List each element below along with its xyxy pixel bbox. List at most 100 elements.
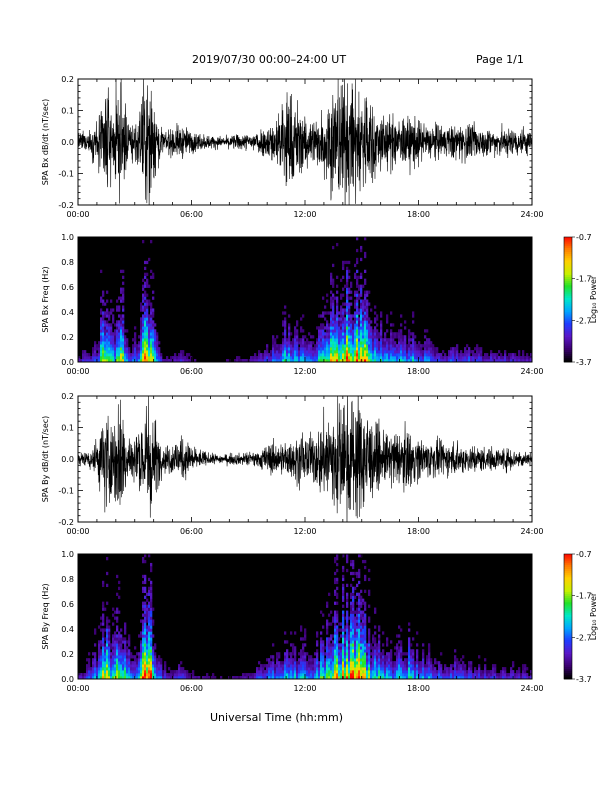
spectrogram-cell (144, 299, 147, 303)
spectrogram-cell (294, 335, 297, 339)
spectrogram-cell (354, 646, 357, 650)
spectrogram-cell (412, 673, 415, 677)
spectrogram-cell (104, 320, 107, 324)
spectrogram-cell (276, 359, 279, 363)
spectrogram-cell (350, 655, 353, 659)
spectrogram-cell (346, 359, 349, 363)
spectrogram-cell (156, 347, 159, 351)
spectrogram-cell (136, 658, 139, 662)
spectrogram-cell (424, 344, 427, 348)
spectrogram-cell (158, 655, 161, 659)
spectrogram-cell (320, 655, 323, 659)
spectrogram-cell (466, 353, 469, 357)
spectrogram-cell (322, 664, 325, 668)
spectrogram-cell (104, 338, 107, 342)
spectrogram-cell (146, 613, 149, 617)
spectrogram-cell (396, 335, 399, 339)
spectrogram-cell (148, 353, 151, 357)
spectrogram-cell (122, 353, 125, 357)
spectrogram-cell (128, 359, 131, 363)
spectrogram-cell (136, 661, 139, 665)
spectrogram-cell (462, 670, 465, 674)
spectrogram-cell (122, 649, 125, 653)
spectrogram-cell (126, 353, 129, 357)
spectrogram-cell (114, 344, 117, 348)
spectrogram-cell (136, 673, 139, 677)
spectrogram-cell (524, 356, 527, 360)
spectrogram-cell (352, 619, 355, 623)
spectrogram-cell (396, 652, 399, 656)
spectrogram-cell (462, 676, 465, 680)
spectrogram-cell (300, 658, 303, 662)
spectrogram-cell (468, 359, 471, 363)
spectrogram-cell (436, 670, 439, 674)
spectrogram-cell (108, 314, 111, 318)
spectrogram-cell (332, 350, 335, 354)
spectrogram-cell (352, 323, 355, 327)
spectrogram-cell (302, 658, 305, 662)
spectrogram-cell (100, 359, 103, 363)
colorbar-segment (564, 270, 572, 273)
spectrogram-cell (142, 317, 145, 321)
spectrogram-cell (390, 350, 393, 354)
spectrogram-cell (352, 589, 355, 593)
spectrogram-cell (342, 320, 345, 324)
spectrogram-cell (270, 661, 273, 665)
spectrogram-cell (346, 302, 349, 306)
spectrogram-cell (472, 356, 475, 360)
spectrogram-cell (360, 625, 363, 629)
spectrogram-cell (332, 658, 335, 662)
spectrogram-cell (414, 350, 417, 354)
spectrogram-cell (92, 350, 95, 354)
spectrogram-cell (338, 359, 341, 363)
spectrogram-cell (302, 646, 305, 650)
spectrogram-cell (142, 347, 145, 351)
spectrogram-cell (144, 601, 147, 605)
spectrogram-cell (104, 347, 107, 351)
spectrogram-cell (110, 664, 113, 668)
spectrogram-cell (320, 658, 323, 662)
spectrogram-cell (414, 667, 417, 671)
spectrogram-cell (306, 676, 309, 680)
spectrogram-cell (358, 637, 361, 641)
spectrogram-cell (328, 646, 331, 650)
spectrogram-cell (346, 341, 349, 345)
spectrogram-cell (102, 667, 105, 671)
spectrogram-cell (322, 347, 325, 351)
spectrogram-cell (178, 667, 181, 671)
spectrogram-cell (142, 574, 145, 579)
spectrogram-cell (358, 658, 361, 662)
spectrogram-cell (156, 670, 159, 674)
spectrogram-cell (346, 583, 349, 588)
spectrogram-cell (284, 670, 287, 674)
spectrogram-cell (374, 670, 377, 674)
spectrogram-cell (380, 323, 383, 327)
spectrogram-cell (416, 649, 419, 653)
spectrogram-cell (284, 344, 287, 348)
spectrogram-cell (368, 592, 371, 596)
spectrogram-cell (136, 652, 139, 656)
spectrogram-cell (120, 323, 123, 327)
spectrogram-cell (106, 329, 109, 333)
spectrogram-cell (428, 673, 431, 677)
spectrogram-cell (360, 640, 363, 644)
spectrogram-cell (120, 634, 123, 638)
spectrogram-cell (142, 353, 145, 357)
spectrogram-cell (478, 670, 481, 674)
spectrogram-cell (366, 646, 369, 650)
x-tick-label: 00:00 (66, 210, 89, 219)
spectrogram-cell (290, 673, 293, 677)
spectrogram-cell (346, 320, 349, 324)
spectrogram-cell (460, 658, 463, 662)
spectrogram-cell (360, 356, 363, 360)
spectrogram-cell (128, 676, 131, 680)
spectrogram-cell (320, 637, 323, 641)
spectrogram-cell (454, 664, 457, 668)
spectrogram-cell (452, 676, 455, 680)
spectrogram-cell (122, 676, 125, 680)
spectrogram-cell (350, 631, 353, 635)
spectrogram-cell (430, 670, 433, 674)
spectrogram-cell (414, 673, 417, 677)
spectrogram-cell (358, 326, 361, 330)
spectrogram-cell (246, 673, 249, 677)
